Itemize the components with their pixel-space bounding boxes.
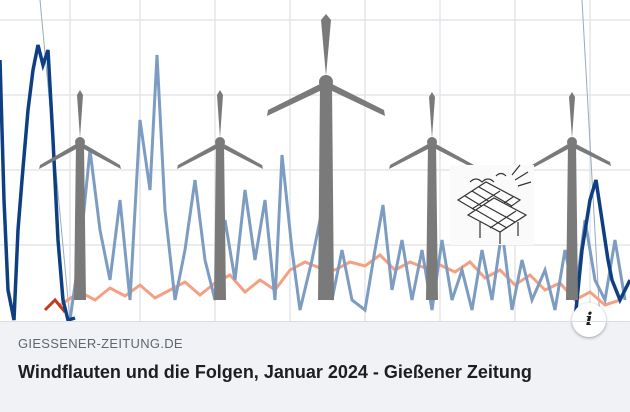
preview-image[interactable] bbox=[0, 0, 630, 321]
info-icon: i bbox=[585, 309, 593, 330]
chart-grid bbox=[0, 0, 630, 321]
wind-turbine-icon-4 bbox=[389, 92, 475, 300]
link-title[interactable]: Windflauten und die Folgen, Januar 2024 … bbox=[18, 362, 532, 382]
wind-turbine-icon-5 bbox=[531, 92, 611, 300]
series-darkblue-line-right bbox=[573, 179, 630, 321]
series-red-line bbox=[43, 297, 67, 313]
series-lightblue-line bbox=[68, 54, 627, 321]
wind-turbine-icon bbox=[39, 90, 121, 300]
wind-turbine-icon-2 bbox=[177, 90, 263, 300]
link-meta[interactable]: GIESSENER-ZEITUNG.DE Windflauten und die… bbox=[0, 321, 630, 412]
link-domain: GIESSENER-ZEITUNG.DE bbox=[18, 336, 183, 351]
info-button[interactable]: i bbox=[572, 303, 606, 337]
solar-panel-icon bbox=[450, 164, 534, 245]
series-darkblue-line bbox=[0, 44, 76, 321]
decor-line-right bbox=[581, 0, 601, 321]
wind-turbine-icon-3 bbox=[267, 14, 385, 300]
